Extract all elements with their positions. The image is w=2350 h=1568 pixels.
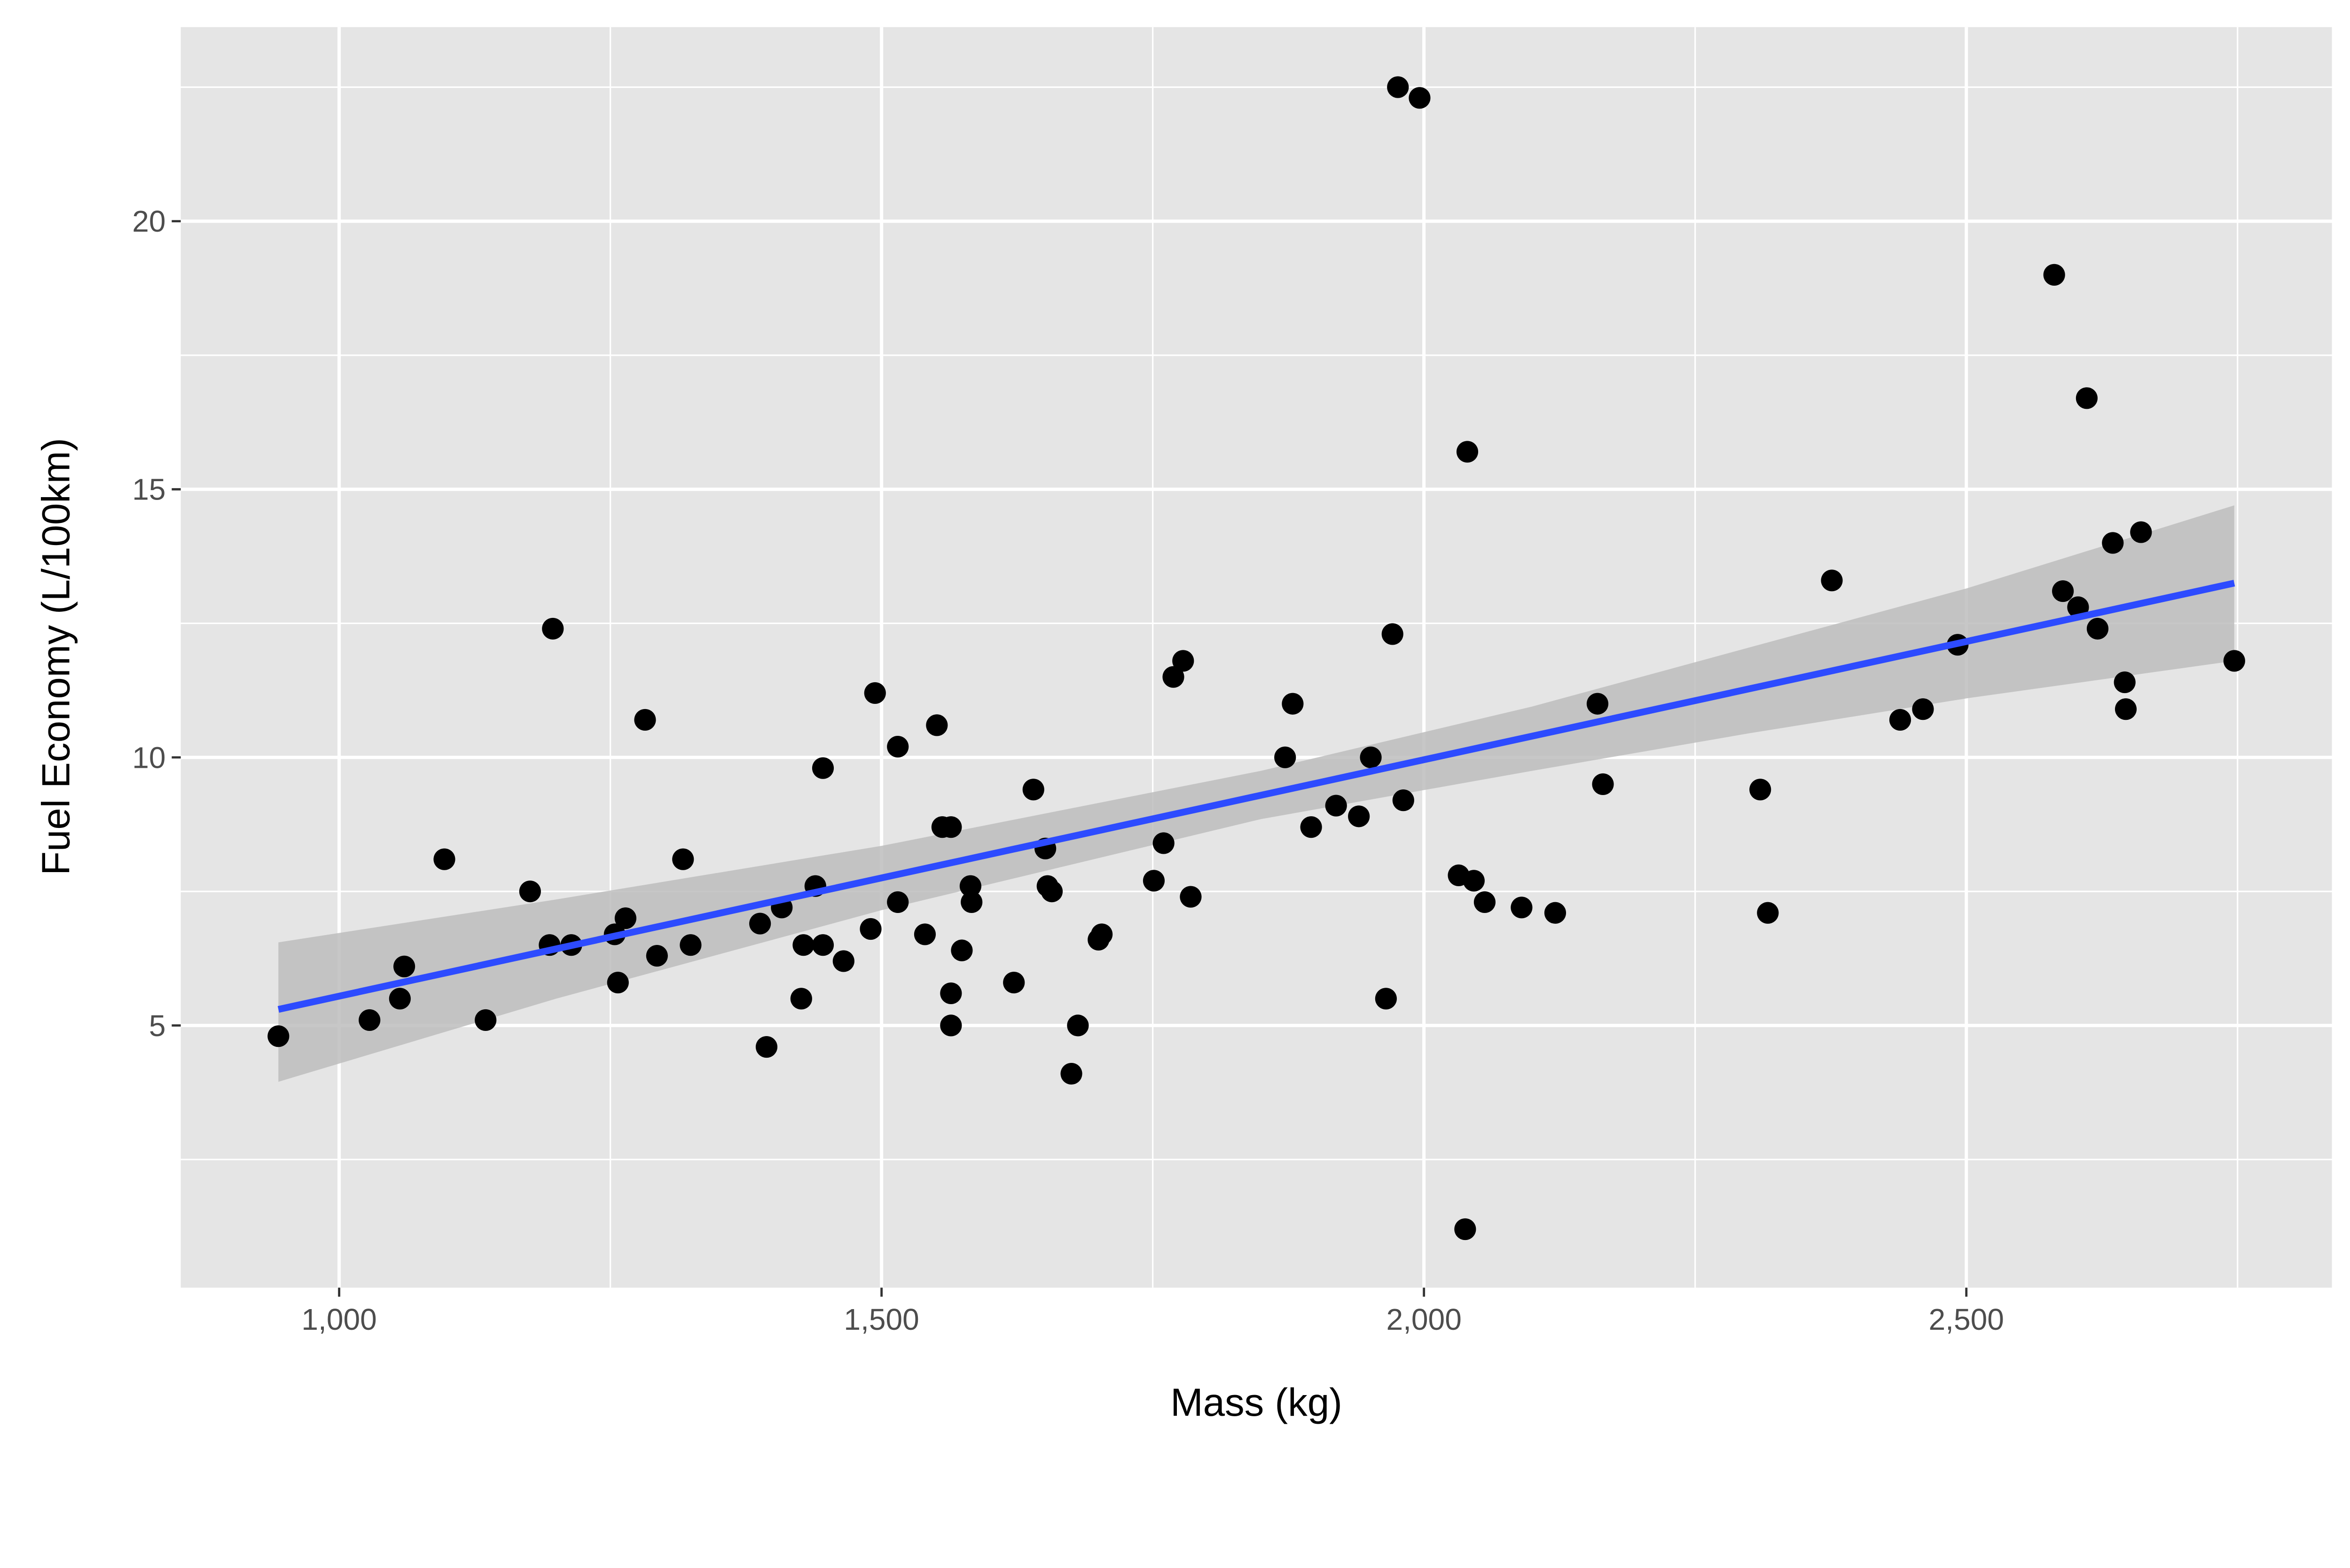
scatter-chart: 1,000 1,500 2,000 2,500 5 10 15 20 Mass (kg) F… xyxy=(34,27,2332,1424)
data-point xyxy=(634,709,656,731)
data-point xyxy=(1889,709,1911,731)
data-point xyxy=(1749,779,1771,801)
data-point xyxy=(755,1036,778,1058)
data-point xyxy=(607,972,629,994)
data-point xyxy=(1300,816,1322,838)
y-tick-label: 5 xyxy=(149,1009,166,1043)
data-point xyxy=(2114,671,2136,694)
data-point xyxy=(267,1025,290,1047)
data-point xyxy=(1544,902,1567,924)
data-point xyxy=(1022,779,1044,801)
data-point xyxy=(1152,832,1175,854)
data-point xyxy=(1003,972,1025,994)
major-gridlines xyxy=(180,27,2332,1288)
data-point xyxy=(1381,623,1403,645)
x-axis: 1,000 1,500 2,000 2,500 xyxy=(301,1287,2004,1336)
data-point xyxy=(1375,988,1397,1010)
data-point xyxy=(1511,897,1533,919)
data-point xyxy=(1392,789,1414,811)
data-point xyxy=(790,988,812,1010)
data-point xyxy=(1282,693,1304,715)
data-point xyxy=(1274,746,1296,768)
data-point xyxy=(926,714,948,736)
data-point xyxy=(1180,886,1202,908)
data-point xyxy=(542,617,564,640)
data-point xyxy=(1456,441,1479,463)
data-point xyxy=(2115,698,2137,720)
data-point xyxy=(2102,532,2124,554)
data-point xyxy=(1387,76,1409,98)
x-tick-label: 2,000 xyxy=(1386,1303,1461,1336)
data-point xyxy=(959,875,981,897)
data-point xyxy=(680,934,702,956)
data-point xyxy=(2052,580,2074,602)
data-point xyxy=(951,939,973,961)
data-point xyxy=(646,944,668,967)
data-point xyxy=(1912,698,1934,720)
data-point xyxy=(433,848,455,870)
x-tick-label: 1,500 xyxy=(844,1303,919,1336)
data-point xyxy=(1091,923,1113,945)
data-point xyxy=(1360,746,1382,768)
data-point xyxy=(792,934,815,956)
data-point xyxy=(2043,264,2065,286)
data-point xyxy=(1041,881,1063,903)
y-tick-label: 20 xyxy=(132,204,165,238)
data-point xyxy=(749,913,771,935)
data-point xyxy=(1586,693,1609,715)
x-tick-label: 1,000 xyxy=(301,1303,376,1336)
data-point xyxy=(887,891,909,913)
data-point xyxy=(614,907,637,929)
data-point xyxy=(914,923,936,945)
y-axis-title: Fuel Economy (L/100km) xyxy=(34,438,78,875)
y-tick-label: 15 xyxy=(132,473,165,507)
data-point xyxy=(2130,521,2152,543)
data-point xyxy=(832,950,854,972)
data-point xyxy=(1592,773,1614,795)
data-point xyxy=(475,1009,497,1031)
data-point xyxy=(1172,650,1194,672)
data-point xyxy=(860,918,882,940)
data-point xyxy=(1143,870,1165,892)
data-point xyxy=(940,816,962,838)
data-point xyxy=(940,1014,962,1037)
data-point xyxy=(1463,870,1485,892)
data-point xyxy=(393,955,415,977)
data-point xyxy=(672,848,694,870)
regression-line xyxy=(277,579,2235,1013)
data-point xyxy=(2223,650,2245,672)
data-point xyxy=(359,1009,381,1031)
data-point xyxy=(812,757,834,779)
data-point xyxy=(2086,617,2109,640)
data-point xyxy=(812,934,834,956)
data-point xyxy=(1162,666,1184,688)
data-point xyxy=(961,891,983,913)
data-point xyxy=(940,982,962,1004)
data-point xyxy=(1409,87,1431,109)
x-tick-label: 2,500 xyxy=(1929,1303,2004,1336)
x-axis-title: Mass (kg) xyxy=(1170,1381,1342,1424)
data-point xyxy=(1067,1014,1089,1037)
data-point xyxy=(1454,1218,1476,1240)
data-point xyxy=(1348,805,1370,827)
data-point xyxy=(519,881,541,903)
data-point xyxy=(1325,795,1347,817)
data-point xyxy=(1060,1063,1082,1085)
data-point xyxy=(2076,387,2098,409)
data-point xyxy=(864,682,886,704)
data-point xyxy=(887,735,909,758)
data-point xyxy=(389,988,411,1010)
y-tick-label: 10 xyxy=(132,741,165,774)
data-point xyxy=(1757,902,1779,924)
data-point xyxy=(1473,891,1496,913)
y-axis: 5 10 15 20 xyxy=(132,204,181,1043)
data-point xyxy=(1821,569,1843,592)
